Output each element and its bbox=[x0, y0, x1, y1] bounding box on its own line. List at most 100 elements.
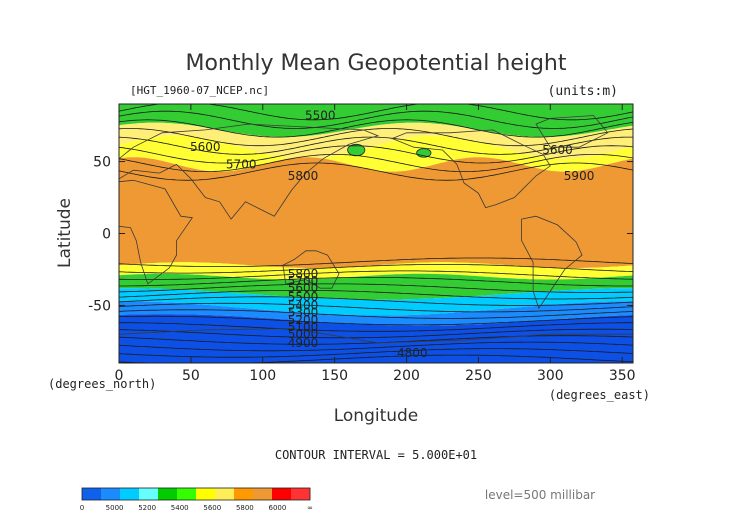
x-tick-label: 250 bbox=[465, 368, 492, 384]
contour-label: 5400 bbox=[288, 298, 319, 312]
contour-label: 5300 bbox=[288, 306, 319, 320]
contour-labels: 5500560057005800560059005800570056005500… bbox=[190, 109, 594, 360]
colorbar-swatch bbox=[234, 488, 254, 500]
x-tick-label: 0 bbox=[115, 368, 124, 384]
x-unit-label: (degrees_east) bbox=[549, 388, 650, 402]
contour-lines bbox=[119, 104, 633, 363]
y-axis-label: Latitude bbox=[55, 198, 75, 268]
y-tick-label: 0 bbox=[102, 227, 111, 243]
colorbar-tick-label: 5000 bbox=[106, 504, 124, 512]
colorbar-tick-label: ∞ bbox=[307, 504, 313, 512]
plot-area: 5500560057005800560059005800570056005500… bbox=[88, 103, 636, 384]
contour-label: 4800 bbox=[397, 346, 428, 360]
north-america-outline bbox=[391, 129, 551, 209]
contour-label: 5800 bbox=[288, 169, 319, 183]
eurasia-outline bbox=[119, 123, 380, 220]
contour-line bbox=[119, 264, 633, 274]
band-blue-south bbox=[119, 301, 633, 326]
band-light-yellow-north bbox=[119, 122, 633, 159]
colorbar-tick-label: 5800 bbox=[236, 504, 254, 512]
band-green-north bbox=[119, 104, 633, 138]
colorbar-swatch bbox=[139, 488, 159, 500]
colorbar-swatch bbox=[196, 488, 216, 500]
contour-line bbox=[119, 162, 633, 181]
contour-line bbox=[119, 322, 633, 332]
x-axis-ticks: 0 50 100 150 200 250 300 350 bbox=[115, 104, 636, 384]
contour-label: 5100 bbox=[288, 320, 319, 334]
contour-line bbox=[119, 270, 633, 280]
contour-line bbox=[119, 128, 633, 147]
contour-line bbox=[119, 309, 633, 319]
contour-line bbox=[119, 119, 633, 138]
colorbar-swatch bbox=[101, 488, 121, 500]
colorbar-tick-label: 6000 bbox=[269, 504, 287, 512]
contour-label: 5600 bbox=[288, 281, 319, 295]
contour-line bbox=[119, 145, 633, 164]
file-label: [HGT_1960-07_NCEP.nc] bbox=[130, 84, 269, 97]
south-america-outline bbox=[521, 215, 583, 310]
greenland-outline bbox=[535, 115, 609, 148]
x-tick-label: 100 bbox=[249, 368, 276, 384]
contour-line bbox=[119, 257, 633, 267]
colorbar-frame bbox=[81, 487, 311, 501]
band-cyan-south bbox=[119, 288, 633, 316]
band-green-south bbox=[119, 273, 633, 300]
colorbar-swatch bbox=[177, 488, 197, 500]
contour-line bbox=[119, 341, 633, 352]
contour-line bbox=[119, 104, 633, 121]
contour-label: 5900 bbox=[564, 169, 595, 183]
contour-interval-label: CONTOUR INTERVAL = 5.000E+01 bbox=[275, 448, 477, 462]
y-tick-label: -50 bbox=[88, 298, 111, 314]
colorbar-swatch bbox=[158, 488, 178, 500]
colorbar-tick-label: 0 bbox=[80, 504, 84, 512]
contour-line bbox=[119, 289, 633, 300]
colorbar-swatch bbox=[272, 488, 292, 500]
band-orange-tropics bbox=[119, 157, 633, 268]
level-label: level=500 millibar bbox=[485, 488, 595, 502]
contour-label: 5700 bbox=[288, 274, 319, 288]
colorbar-tick-label: 5600 bbox=[203, 504, 221, 512]
contour-label: 5600 bbox=[190, 140, 221, 154]
contour-line bbox=[119, 348, 633, 358]
contour-label: 5000 bbox=[288, 327, 319, 341]
units-label: (units:m) bbox=[548, 84, 618, 99]
band-yellow-north bbox=[119, 135, 633, 172]
x-tick-label: 350 bbox=[609, 368, 636, 384]
colorbar-swatch bbox=[291, 488, 311, 500]
colorbar-tick-label: 5200 bbox=[138, 504, 156, 512]
antarctica-outline bbox=[119, 328, 633, 363]
continent-outlines bbox=[119, 115, 633, 363]
x-tick-label: 150 bbox=[321, 368, 348, 384]
x-tick-label: 200 bbox=[393, 368, 420, 384]
australia-outline bbox=[282, 250, 340, 289]
contour-line bbox=[119, 283, 633, 293]
contour-label: 5700 bbox=[226, 157, 257, 171]
colorbar-tick-label: 5400 bbox=[171, 504, 189, 512]
contour-line bbox=[119, 296, 633, 306]
contour-line bbox=[119, 328, 633, 339]
contour-label: 5800 bbox=[288, 267, 319, 281]
contour-line bbox=[119, 277, 633, 287]
colorbar-swatch bbox=[253, 488, 273, 500]
chart-title: Monthly Mean Geopotential height bbox=[185, 51, 566, 76]
contour-label: 5200 bbox=[288, 313, 319, 327]
contour-line bbox=[119, 110, 633, 129]
contour-label: 5500 bbox=[288, 290, 319, 304]
y-axis-ticks: 50 0 -50 bbox=[88, 155, 633, 314]
contour-line bbox=[119, 354, 633, 363]
colorbar-swatch bbox=[215, 488, 235, 500]
contour-label: 5500 bbox=[305, 109, 336, 123]
y-unit-label: (degrees_north) bbox=[48, 377, 156, 391]
contour-label: 4900 bbox=[288, 336, 319, 350]
colorbar: 0 5000 5200 5400 5600 5800 6000 ∞ bbox=[80, 487, 313, 512]
colorbar-swatch bbox=[82, 488, 102, 500]
colorbar-swatch bbox=[120, 488, 140, 500]
x-axis-label: Longitude bbox=[334, 406, 419, 426]
x-tick-label: 300 bbox=[537, 368, 564, 384]
contour-line bbox=[119, 136, 633, 155]
contour-label: 5600 bbox=[542, 143, 573, 157]
contour-line bbox=[119, 315, 633, 326]
contour-line bbox=[119, 154, 633, 172]
contour-line bbox=[119, 302, 633, 313]
